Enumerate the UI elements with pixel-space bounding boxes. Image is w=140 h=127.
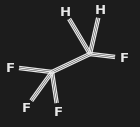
Text: F: F <box>21 101 31 115</box>
Text: F: F <box>53 106 63 118</box>
Text: H: H <box>60 5 71 19</box>
Text: F: F <box>5 61 15 75</box>
Text: H: H <box>94 4 106 17</box>
Text: F: F <box>119 52 129 65</box>
